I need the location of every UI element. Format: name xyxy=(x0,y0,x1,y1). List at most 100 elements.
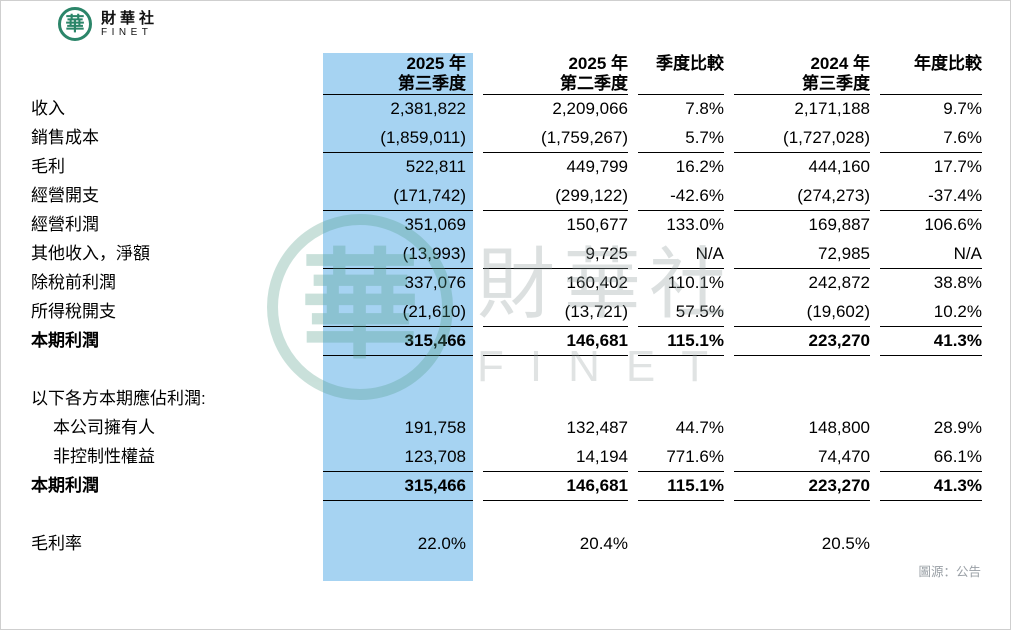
table-row-blank xyxy=(31,356,982,385)
header-qoq-compare: 季度比較 xyxy=(638,53,724,95)
cell-value: 444,160 xyxy=(808,157,870,176)
row-label: 所得稅開支 xyxy=(31,302,116,321)
table-row-cost-of-sales: 銷售成本 (1,859,011) (1,759,267) 5.7% (1,727… xyxy=(31,124,982,153)
cell-value: 146,681 xyxy=(483,327,628,356)
cell-value: (171,742) xyxy=(323,182,473,211)
table-row-other-income-net: 其他收入，淨額 (13,993) 9,725 N/A 72,985 N/A xyxy=(31,240,982,269)
cell-value: 72,985 xyxy=(734,240,870,269)
cell-value: 7.6% xyxy=(880,124,982,153)
row-label: 毛利率 xyxy=(31,534,82,553)
table-row-profit-before-tax: 除稅前利潤 337,076 160,402 110.1% 242,872 38.… xyxy=(31,269,982,298)
row-label: 以下各方本期應佔利潤: xyxy=(31,389,206,408)
cell-value: 28.9% xyxy=(933,418,982,437)
cell-value: N/A xyxy=(880,240,982,269)
cell-value: 41.3% xyxy=(880,472,982,501)
cell-value: 132,487 xyxy=(566,418,628,437)
cell-value: 115.1% xyxy=(638,327,724,356)
cell-value: (13,721) xyxy=(483,298,628,327)
cell-value: 38.8% xyxy=(933,273,982,292)
row-label: 銷售成本 xyxy=(31,128,99,147)
financial-table: 2025 年 第三季度 2025 年 第二季度 季度比較 2024 年 第三季度… xyxy=(31,53,982,581)
cell-value: 16.2% xyxy=(675,157,724,176)
cell-value: 191,758 xyxy=(323,414,473,443)
cell-value: 150,677 xyxy=(566,215,628,234)
cell-value: 20.5% xyxy=(821,534,870,553)
header-2024-q3: 2024 年 第三季度 xyxy=(734,53,870,95)
cell-value: 110.1% xyxy=(667,273,724,292)
cell-value: 9.7% xyxy=(943,99,982,118)
cell-value: 148,800 xyxy=(808,418,870,437)
header-2025-q2: 2025 年 第二季度 xyxy=(483,53,628,95)
table-row-revenue: 收入 2,381,822 2,209,066 7.8% 2,171,188 9.… xyxy=(31,95,982,124)
cell-value: 10.2% xyxy=(880,298,982,327)
row-label: 除稅前利潤 xyxy=(31,273,116,292)
cell-value: 123,708 xyxy=(323,443,473,472)
cell-value: 17.7% xyxy=(933,157,982,176)
brand-name-en: FINET xyxy=(101,26,153,38)
cell-value: 5.7% xyxy=(638,124,724,153)
cell-value: (19,602) xyxy=(734,298,870,327)
header-2025-q3: 2025 年 第三季度 xyxy=(323,53,473,95)
table-row-operating-expenses: 經營開支 (171,742) (299,122) -42.6% (274,273… xyxy=(31,182,982,211)
cell-value: (274,273) xyxy=(734,182,870,211)
cell-value: -37.4% xyxy=(880,182,982,211)
row-label: 本期利潤 xyxy=(31,476,99,495)
row-label: 其他收入，淨額 xyxy=(31,244,150,263)
cell-value: 44.7% xyxy=(675,418,724,437)
cell-value: 315,466 xyxy=(323,327,473,356)
cell-value: 146,681 xyxy=(483,472,628,501)
row-label: 毛利 xyxy=(31,157,65,176)
row-label: 收入 xyxy=(31,99,65,118)
cell-value: 115.1% xyxy=(638,472,724,501)
cell-value: 106.6% xyxy=(924,215,982,234)
cell-value: 771.6% xyxy=(638,443,724,472)
cell-value: (299,122) xyxy=(483,182,628,211)
table-row-owners-of-company: 本公司擁有人 191,758 132,487 44.7% 148,800 28.… xyxy=(31,414,982,443)
cell-value: 242,872 xyxy=(808,273,870,292)
row-label: 本公司擁有人 xyxy=(53,418,155,437)
cell-value: 351,069 xyxy=(323,211,473,240)
cell-value: 2,381,822 xyxy=(323,95,473,124)
cell-value: (21,610) xyxy=(323,298,473,327)
table-row-gross-margin: 毛利率 22.0% 20.4% 20.5% xyxy=(31,530,982,559)
table-row-operating-profit: 經營利潤 351,069 150,677 133.0% 169,887 106.… xyxy=(31,211,982,240)
cell-value: (1,727,028) xyxy=(734,124,870,153)
cell-value: 223,270 xyxy=(734,327,870,356)
cell-value: 57.5% xyxy=(638,298,724,327)
cell-value: (13,993) xyxy=(323,240,473,269)
cell-value: (1,859,011) xyxy=(323,124,473,153)
cell-value xyxy=(638,530,724,559)
cell-value: 449,799 xyxy=(566,157,628,176)
cell-value: 74,470 xyxy=(734,443,870,472)
row-label: 非控制性權益 xyxy=(53,447,155,466)
cell-value: 315,466 xyxy=(323,472,473,501)
table-row-gross-profit: 毛利 522,811 449,799 16.2% 444,160 17.7% xyxy=(31,153,982,182)
row-label: 經營利潤 xyxy=(31,215,99,234)
header-yoy-compare: 年度比較 xyxy=(880,53,982,95)
table-row-profit-for-period-total: 本期利潤 315,466 146,681 115.1% 223,270 41.3… xyxy=(31,472,982,501)
cell-value: 14,194 xyxy=(483,443,628,472)
cell-value: 160,402 xyxy=(566,273,628,292)
table-row-profit-for-period: 本期利潤 315,466 146,681 115.1% 223,270 41.3… xyxy=(31,327,982,356)
table-header-row: 2025 年 第三季度 2025 年 第二季度 季度比較 2024 年 第三季度… xyxy=(31,53,982,95)
cell-value: 169,887 xyxy=(808,215,870,234)
cell-value: 20.4% xyxy=(579,534,628,553)
cell-value: 223,270 xyxy=(734,472,870,501)
table-row-highlight-tail xyxy=(31,559,982,581)
cell-value: 7.8% xyxy=(685,99,724,118)
finet-logo-icon: 華 xyxy=(58,7,92,41)
cell-value: 337,076 xyxy=(323,269,473,298)
table-row-attributable-section: 以下各方本期應佔利潤: xyxy=(31,385,982,414)
brand-text: 財華社 FINET xyxy=(101,10,158,39)
brand-logo: 華 財華社 FINET xyxy=(58,7,158,41)
row-label: 經營開支 xyxy=(31,186,99,205)
table-row-income-tax-expense: 所得稅開支 (21,610) (13,721) 57.5% (19,602) 1… xyxy=(31,298,982,327)
table-row-non-controlling-interests: 非控制性權益 123,708 14,194 771.6% 74,470 66.1… xyxy=(31,443,982,472)
cell-value xyxy=(880,530,982,559)
row-label: 本期利潤 xyxy=(31,331,99,350)
table-row-blank xyxy=(31,501,982,530)
cell-value: N/A xyxy=(638,240,724,269)
cell-value: 133.0% xyxy=(666,215,724,234)
logo-character: 華 xyxy=(65,13,85,35)
